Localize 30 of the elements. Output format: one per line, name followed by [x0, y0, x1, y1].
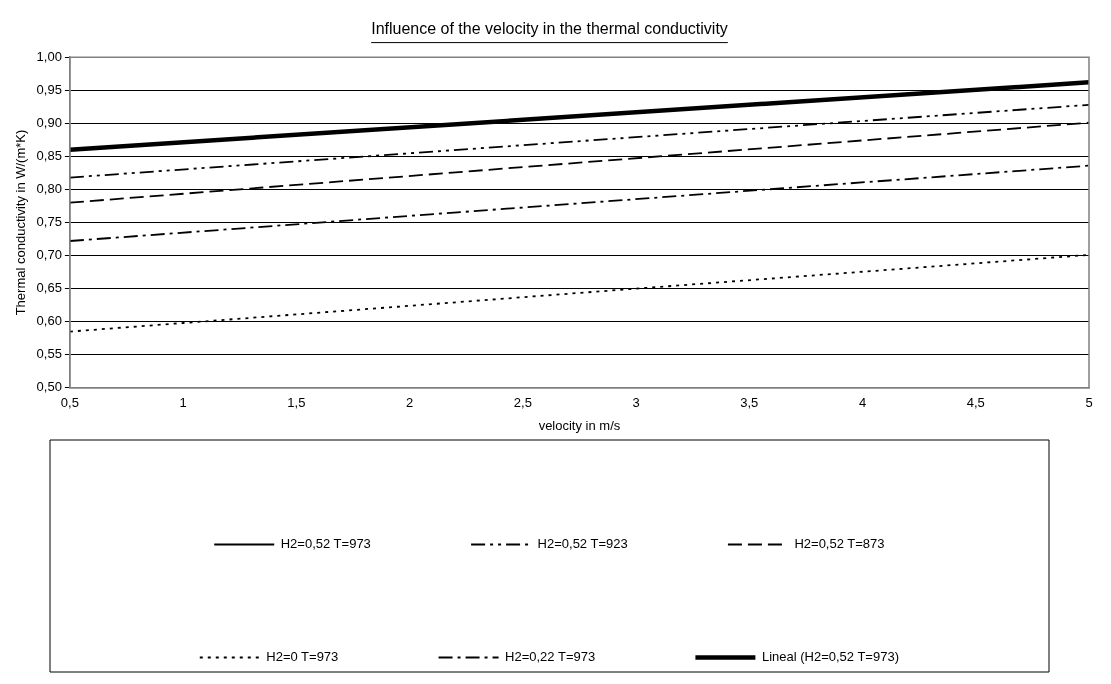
chart-title: Influence of the velocity in the thermal conductivity [371, 20, 728, 38]
legend-label: Lineal (H2=0,52 T=973) [761, 649, 899, 665]
y-tick-label: 0,90 [36, 114, 62, 130]
x-tick-label: 2 [405, 395, 414, 411]
legend-label: H2=0,52 T=923 [537, 536, 628, 552]
x-tick-label: 3,5 [740, 395, 759, 411]
y-tick-label: 0,95 [36, 81, 62, 97]
y-tick-label: 0,70 [36, 247, 62, 263]
x-tick-label: 0,5 [60, 395, 79, 411]
y-tick-label: 0,65 [36, 280, 62, 296]
x-tick-label: 3 [632, 395, 640, 411]
x-tick-label: 4,5 [966, 395, 985, 411]
x-axis-title: velocity in m/s [538, 417, 621, 433]
legend-label: H2=0,52 T=873 [794, 536, 885, 552]
y-tick-label: 0,50 [36, 379, 62, 395]
y-tick-label: 0,55 [36, 346, 62, 362]
y-tick-label: 0,80 [36, 181, 62, 197]
x-tick-label: 5 [1085, 395, 1093, 411]
x-tick-label: 4 [858, 395, 867, 411]
legend-label: H2=0,52 T=973 [280, 536, 371, 552]
x-tick-label: 2,5 [513, 395, 532, 411]
y-axis-title: Thermal conductivity in W/(m*K) [13, 129, 29, 316]
y-tick-label: 0,85 [36, 147, 62, 163]
y-tick-label: 1,00 [36, 48, 62, 64]
legend-label: H2=0 T=973 [266, 649, 339, 665]
x-tick-label: 1,5 [287, 395, 306, 411]
x-tick-label: 1 [179, 395, 187, 411]
y-tick-label: 0,75 [36, 214, 62, 230]
legend-label: H2=0,22 T=973 [505, 649, 596, 665]
y-tick-label: 0,60 [36, 313, 62, 329]
